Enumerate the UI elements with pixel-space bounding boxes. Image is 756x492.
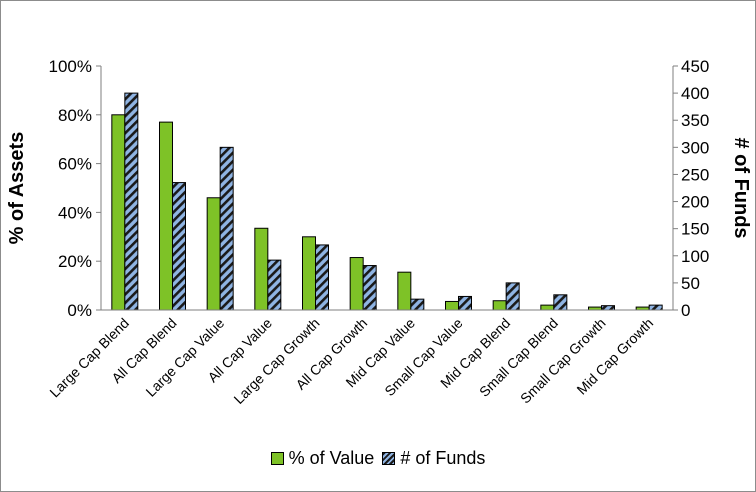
bar-funds — [553, 294, 568, 311]
bar-funds — [362, 265, 377, 311]
legend: % of Value # of Funds — [1, 448, 755, 469]
bar-value — [492, 300, 507, 311]
y-right-tick-label: 400 — [681, 84, 709, 103]
bar-funds — [315, 244, 329, 311]
y-right-tick-label: 0 — [681, 301, 690, 320]
bar-funds — [601, 305, 615, 311]
legend-label-funds: # of Funds — [400, 448, 486, 468]
bar-funds — [219, 146, 234, 311]
y-left-tick-label: 80% — [58, 106, 92, 125]
y-right-tick-label: 250 — [681, 165, 709, 184]
y-right-axis-title: # of Funds — [730, 137, 752, 238]
bar-value — [445, 300, 459, 311]
legend-item-value: % of Value — [270, 448, 375, 469]
bar-value — [159, 121, 173, 311]
chart: 0% 20% 40% 60% 80% 100% 0 50 100 150 200 250 300 350 4… — [6, 57, 752, 407]
bar-value — [111, 114, 126, 311]
y-left-tick-label: 20% — [58, 252, 92, 271]
legend-label-value: % of Value — [288, 448, 375, 468]
bar-funds — [172, 182, 186, 311]
bar-value — [254, 227, 269, 311]
bar-value — [540, 304, 555, 311]
bar-funds — [458, 295, 472, 311]
x-tick-label: Large Cap Growth — [230, 315, 322, 407]
y-left-axis-title: % of Assets — [6, 132, 28, 245]
bar-value — [397, 271, 412, 311]
bar-funds — [267, 259, 282, 311]
x-tick-label: Small Cap Growth — [517, 315, 609, 407]
y-right-tick-label: 450 — [681, 57, 709, 76]
y-right-tick-label: 50 — [681, 274, 700, 293]
bar-value — [302, 236, 316, 311]
bar-value — [349, 257, 364, 311]
bar-funds — [648, 304, 663, 311]
y-left-tick-label: 100% — [49, 57, 92, 76]
bar-value — [206, 197, 221, 311]
legend-item-funds: # of Funds — [382, 448, 485, 469]
bar-funds — [124, 92, 139, 311]
bar-funds — [505, 282, 520, 311]
y-right-tick-label: 350 — [681, 111, 709, 130]
bar-funds — [410, 298, 425, 311]
y-right-tick-label: 300 — [681, 138, 709, 157]
y-left-tick-label: 0% — [67, 301, 92, 320]
x-tick-label: Large Cap Blend — [46, 315, 132, 401]
y-right-tick-label: 200 — [681, 193, 709, 212]
y-left-tick-label: 40% — [58, 203, 92, 222]
y-left-tick-label: 60% — [58, 155, 92, 174]
y-right-tick-label: 100 — [681, 247, 709, 266]
y-right-tick-label: 150 — [681, 220, 709, 239]
legend-swatch-funds — [382, 452, 396, 465]
legend-swatch-value — [270, 452, 284, 465]
